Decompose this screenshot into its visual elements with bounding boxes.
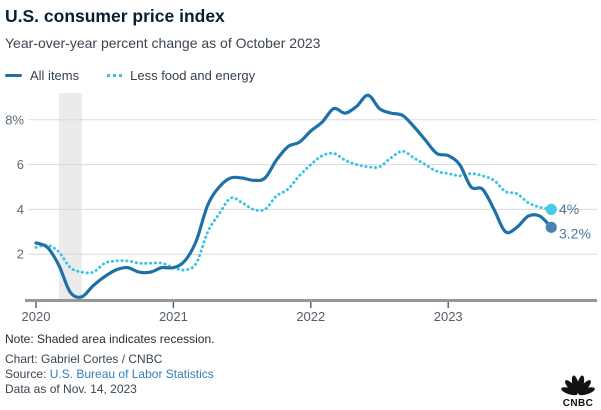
dotted-line-swatch-icon [107, 74, 123, 78]
svg-text:6: 6 [17, 157, 24, 172]
source-label: Source: [5, 367, 50, 382]
svg-text:3.2%: 3.2% [559, 225, 591, 241]
chart-legend: All items Less food and energy [5, 68, 601, 84]
chart-footer: Note: Shaded area indicates recession. C… [5, 332, 601, 398]
svg-text:2022: 2022 [296, 309, 325, 323]
solid-line-swatch-icon [5, 74, 22, 78]
peacock-icon [561, 375, 595, 396]
svg-text:4%: 4% [559, 201, 579, 217]
svg-text:8%: 8% [5, 112, 24, 127]
source-line: Source: U.S. Bureau of Labor Statistics [5, 367, 601, 382]
cnbc-wordmark: CNBC [563, 398, 594, 408]
data-as-of: Data as of Nov. 14, 2023 [5, 382, 137, 397]
legend-item-all-items: All items [5, 68, 79, 83]
legend-item-less-food-energy: Less food and energy [107, 68, 255, 83]
page-subtitle: Year-over-year percent change as of Octo… [5, 34, 321, 51]
cnbc-logo: CNBC [561, 375, 595, 408]
chart-header: U.S. consumer price index Year-over-year… [0, 0, 601, 52]
chart-credit: Chart: Gabriel Cortes / CNBC [5, 351, 163, 366]
note-text: Note: Shaded area indicates recession. [5, 331, 215, 346]
legend-label: All items [30, 68, 80, 84]
svg-text:2: 2 [17, 246, 24, 261]
source-link[interactable]: U.S. Bureau of Labor Statistics [49, 367, 214, 382]
svg-text:2023: 2023 [434, 309, 463, 323]
cpi-line-chart: 2 4 6 8% 2020 2021 2022 2023 4% 3.2% [5, 92, 597, 323]
chart-area: 2 4 6 8% 2020 2021 2022 2023 4% 3.2% [0, 88, 601, 323]
page-title: U.S. consumer price index [5, 6, 225, 26]
svg-text:2020: 2020 [22, 309, 51, 323]
svg-text:4: 4 [17, 202, 24, 217]
svg-text:2021: 2021 [159, 309, 188, 323]
legend-label: Less food and energy [130, 68, 256, 84]
